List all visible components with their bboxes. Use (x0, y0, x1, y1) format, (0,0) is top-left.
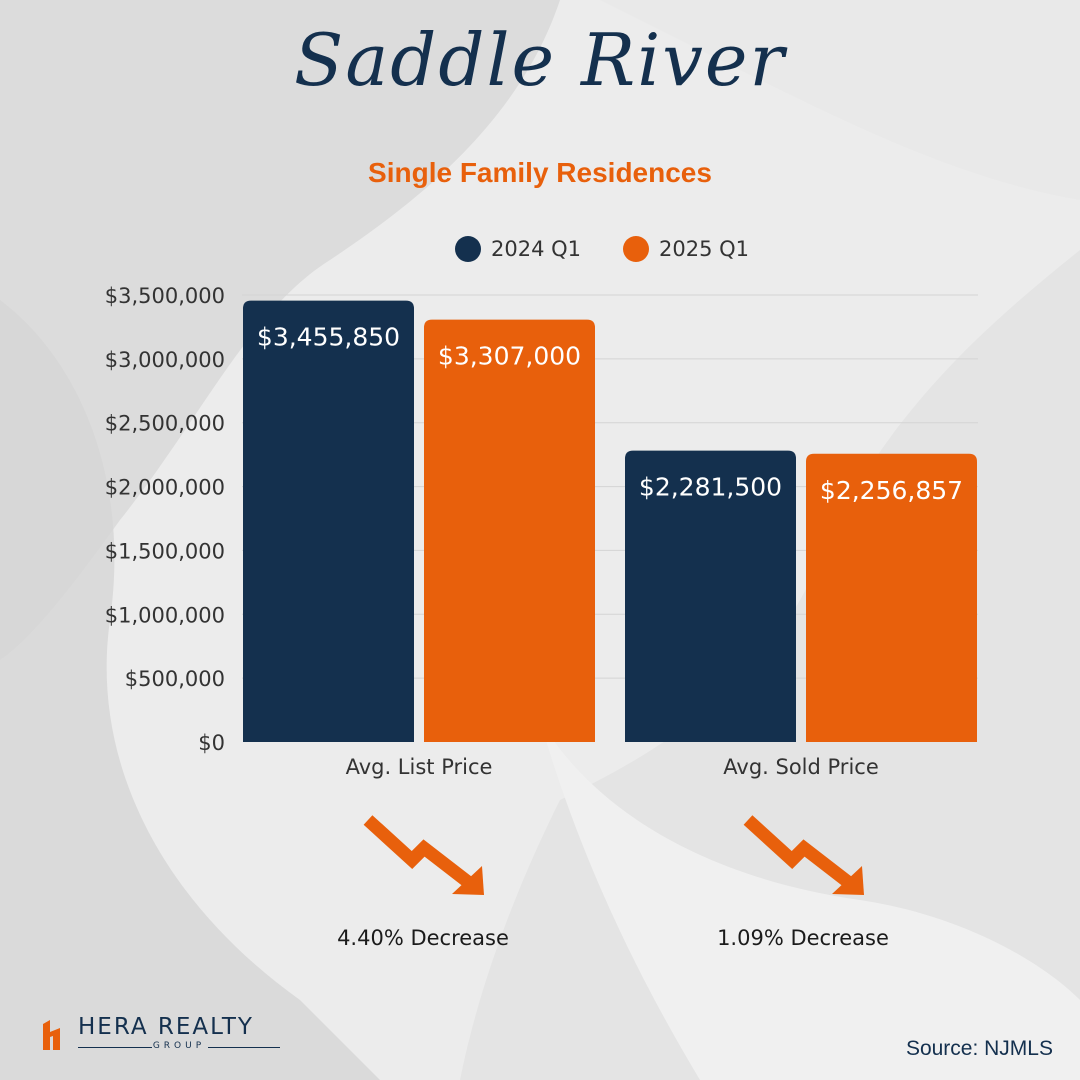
legend-swatch-2025 (623, 236, 650, 262)
y-tick-label: $0 (198, 731, 225, 755)
divider (208, 1047, 280, 1048)
page-title: Saddle River (294, 18, 786, 102)
legend-swatch-2024 (455, 236, 481, 262)
y-tick-label: $500,000 (125, 667, 225, 691)
bar (424, 319, 595, 742)
trend-down-arrow-icon (743, 815, 864, 895)
x-tick-label: Avg. Sold Price (723, 755, 879, 779)
data-label: $3,455,850 (257, 323, 400, 352)
legend-item-2024: 2024 Q1 (455, 236, 581, 262)
y-tick-label: $1,500,000 (105, 539, 225, 563)
y-tick-label: $3,500,000 (105, 284, 225, 308)
list-price-change: 4.40% Decrease (337, 926, 509, 950)
legend-label-2025: 2025 Q1 (659, 237, 750, 261)
bar-chart: $0 $500,000 $1,000,000 $1,500,000 $2,000,000… (105, 284, 978, 779)
page-subtitle: Single Family Residences (368, 157, 712, 188)
y-tick-label: $2,000,000 (105, 476, 225, 500)
data-label: $2,281,500 (639, 473, 782, 502)
y-tick-label: $2,500,000 (105, 412, 225, 436)
brand-name: HERA REALTY (78, 1014, 254, 1040)
data-label: $2,256,857 (820, 476, 963, 505)
house-h-icon (43, 1020, 60, 1050)
legend-item-2025: 2025 Q1 (623, 236, 749, 262)
bar (625, 450, 796, 742)
data-label: $3,307,000 (438, 342, 581, 371)
bar (243, 300, 414, 742)
x-tick-label: Avg. List Price (346, 755, 493, 779)
brand-subtitle: GROUP (152, 1041, 206, 1051)
chart-legend: 2024 Q1 2025 Q1 (455, 236, 791, 262)
sold-price-change: 1.09% Decrease (717, 926, 889, 950)
divider (78, 1047, 152, 1048)
y-tick-label: $3,000,000 (105, 348, 225, 372)
legend-label-2024: 2024 Q1 (491, 237, 582, 261)
bar (806, 453, 977, 742)
trend-down-arrow-icon (363, 815, 484, 895)
source-note: Source: NJMLS (905, 1037, 1053, 1060)
y-tick-label: $1,000,000 (105, 603, 225, 627)
